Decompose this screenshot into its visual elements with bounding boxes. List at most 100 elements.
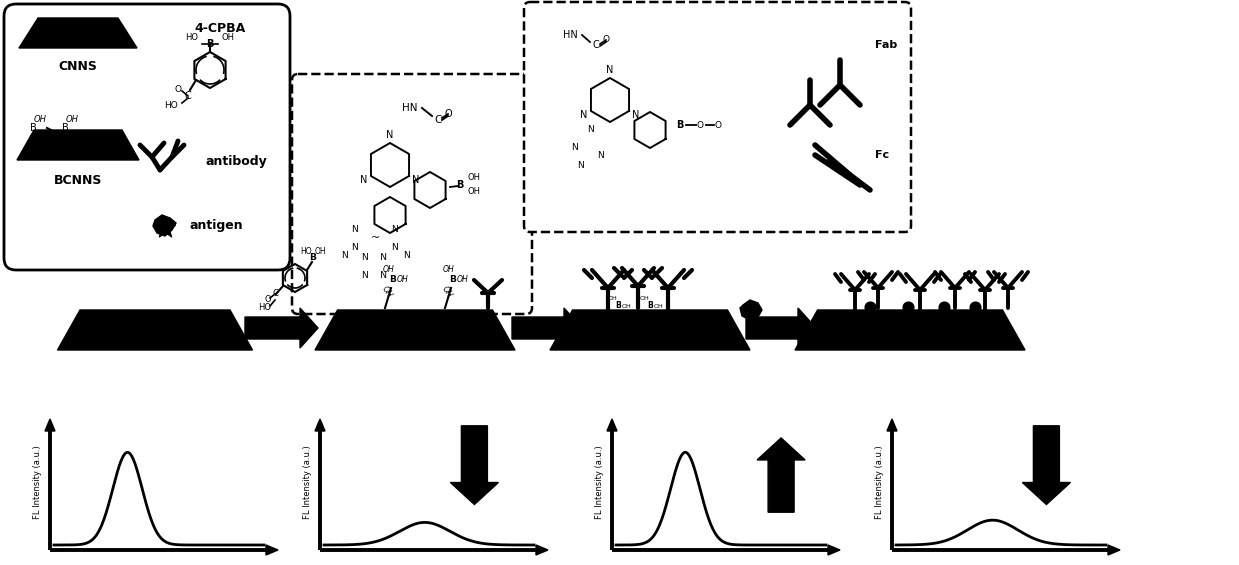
Polygon shape <box>57 310 253 350</box>
Point <box>934 302 954 311</box>
Text: N: N <box>403 250 409 259</box>
Text: OH: OH <box>467 188 481 197</box>
Text: B: B <box>310 254 316 263</box>
Polygon shape <box>607 419 617 431</box>
Text: N: N <box>392 225 399 234</box>
Text: B: B <box>207 39 213 49</box>
Text: B: B <box>676 120 684 130</box>
Text: OH: OH <box>467 173 481 182</box>
FancyBboxPatch shape <box>524 2 911 232</box>
Text: N: N <box>361 175 368 185</box>
Text: O: O <box>696 120 704 129</box>
Point <box>965 302 985 311</box>
Text: OH: OH <box>383 266 395 275</box>
Text: FL Intensity (a.u.): FL Intensity (a.u.) <box>876 446 885 519</box>
Text: C: C <box>273 289 278 298</box>
Text: N: N <box>387 130 394 140</box>
Text: BCNNS: BCNNS <box>53 174 102 187</box>
Text: B: B <box>450 276 456 285</box>
Text: N: N <box>586 125 593 134</box>
Text: OH: OH <box>639 295 649 301</box>
Text: N: N <box>413 175 420 185</box>
Text: OH: OH <box>222 33 235 41</box>
Polygon shape <box>45 419 55 431</box>
Text: OH: OH <box>457 276 468 285</box>
Text: OH: OH <box>607 295 617 301</box>
Polygon shape <box>828 545 840 555</box>
Text: OH: OH <box>621 303 631 308</box>
Polygon shape <box>152 215 176 236</box>
Polygon shape <box>746 308 817 348</box>
Text: N: N <box>576 160 584 170</box>
Polygon shape <box>887 419 897 431</box>
Text: N: N <box>342 250 348 259</box>
Text: B: B <box>389 276 396 285</box>
Point <box>155 224 175 233</box>
FancyBboxPatch shape <box>4 4 290 270</box>
Text: OH: OH <box>66 115 78 124</box>
Text: HO: HO <box>165 101 178 110</box>
Text: ~: ~ <box>370 233 379 243</box>
Text: OH: OH <box>440 285 453 299</box>
Text: N: N <box>606 65 613 75</box>
Text: OH: OH <box>33 115 46 124</box>
Text: FL Intensity (a.u.): FL Intensity (a.u.) <box>596 446 605 519</box>
Text: N: N <box>571 144 579 153</box>
Text: O: O <box>445 109 452 119</box>
Text: HN: HN <box>563 30 577 40</box>
Polygon shape <box>740 300 762 320</box>
Polygon shape <box>19 18 138 48</box>
Polygon shape <box>512 308 582 348</box>
Text: O: O <box>265 294 271 303</box>
Text: O: O <box>715 120 721 129</box>
Text: O: O <box>602 36 610 45</box>
FancyBboxPatch shape <box>292 74 532 314</box>
Text: B: B <box>615 302 621 311</box>
Polygon shape <box>266 545 278 555</box>
Polygon shape <box>315 419 325 431</box>
Text: C: C <box>592 40 600 50</box>
Text: HO: HO <box>300 247 312 257</box>
Text: FL Intensity (a.u.): FL Intensity (a.u.) <box>304 446 312 519</box>
Text: HO: HO <box>185 33 198 41</box>
Text: antibody: antibody <box>204 155 266 168</box>
Text: Fc: Fc <box>875 150 890 160</box>
Text: N: N <box>632 110 639 120</box>
Text: O: O <box>175 85 181 94</box>
Text: HO: HO <box>259 303 271 312</box>
Text: N: N <box>352 244 358 253</box>
Text: C: C <box>185 91 191 101</box>
Text: N: N <box>392 244 399 253</box>
Text: Fab: Fab <box>875 40 897 50</box>
Text: B: B <box>456 180 463 190</box>
Text: OH: OH <box>66 132 78 141</box>
Text: OH: OH <box>398 276 409 285</box>
Polygon shape <box>757 438 805 512</box>
Text: FL Intensity (a.u.): FL Intensity (a.u.) <box>33 446 42 519</box>
Text: antigen: antigen <box>190 219 244 232</box>
Text: OH: OH <box>380 285 394 299</box>
Polygon shape <box>17 130 139 160</box>
Text: N    N: N N <box>363 254 388 263</box>
Text: B: B <box>30 123 36 133</box>
Text: N: N <box>597 150 603 159</box>
Text: N: N <box>352 225 358 234</box>
Polygon shape <box>550 310 750 350</box>
Text: OH: OH <box>33 132 46 141</box>
Text: C: C <box>435 115 441 125</box>
Text: OH: OH <box>653 303 663 308</box>
Text: 4-CPBA: 4-CPBA <box>195 22 245 35</box>
Text: N: N <box>580 110 587 120</box>
Text: OH: OH <box>444 266 455 275</box>
Text: CNNS: CNNS <box>58 60 98 73</box>
Polygon shape <box>315 310 515 350</box>
Point <box>860 302 880 311</box>
Text: OH: OH <box>315 247 326 257</box>
Polygon shape <box>1108 545 1120 555</box>
Text: B: B <box>62 123 68 133</box>
Text: HN: HN <box>403 103 418 113</box>
Polygon shape <box>245 308 318 348</box>
Text: B: B <box>647 302 653 311</box>
Point <box>898 302 918 311</box>
Polygon shape <box>1022 426 1070 505</box>
